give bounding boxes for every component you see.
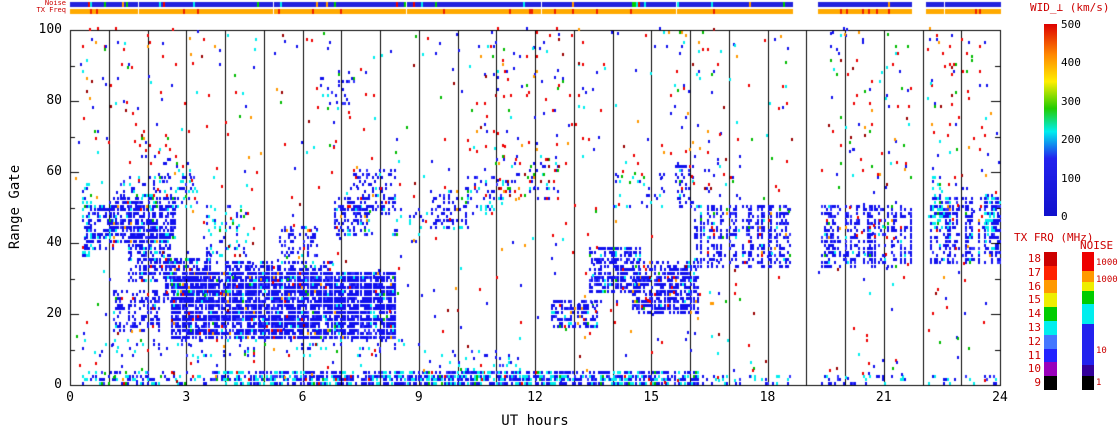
txfrq-tick-label: 17 — [1027, 265, 1041, 279]
y-axis-title: Range Gate — [7, 164, 23, 250]
noise-tick-label: 1000 — [1096, 274, 1118, 285]
txfreq-strip-label: TX Freq — [36, 6, 66, 14]
txfrq-colorbar-segment — [1044, 320, 1057, 335]
y-tick-label: 40 — [46, 235, 62, 250]
txfrq-colorbar-segment — [1044, 252, 1057, 266]
noise-colorbar-segment — [1082, 252, 1094, 272]
y-tick-label: 0 — [54, 377, 62, 392]
txfrq-colorbar-segment — [1044, 334, 1057, 349]
txfrq-tick-label: 16 — [1027, 279, 1041, 293]
wid-tick-label: 500 — [1061, 18, 1081, 31]
noise-colorbar-segment — [1082, 365, 1094, 377]
txfrq-colorbar-segment — [1044, 293, 1057, 308]
y-tick-label: 60 — [46, 164, 62, 179]
txfrq-colorbar-segment — [1044, 265, 1057, 280]
x-tick-label: 3 — [182, 390, 191, 405]
wid-tick-label: 300 — [1061, 94, 1081, 108]
noise-legend-title: NOISE — [1080, 239, 1114, 252]
y-tick-label: 100 — [38, 22, 62, 37]
wid-tick-label: 100 — [1061, 171, 1081, 185]
noise-colorbar-segment — [1082, 271, 1094, 283]
noise-colorbar-segment — [1082, 376, 1094, 390]
noise-colorbar-segment — [1082, 290, 1094, 305]
txfrq-tick-label: 15 — [1027, 293, 1041, 307]
txfrq-legend-title: TX FRQ (MHz) — [1014, 231, 1094, 244]
wid-legend-title: WID_⊥ (km/s) — [1030, 1, 1110, 14]
x-tick-label: 24 — [992, 390, 1008, 405]
x-tick-label: 9 — [414, 390, 423, 405]
txfrq-tick-label: 14 — [1027, 307, 1041, 321]
txfrq-tick-label: 9 — [1034, 376, 1041, 390]
x-tick-label: 0 — [66, 390, 74, 405]
noise-tick-label: 10 — [1096, 346, 1107, 357]
wid-tick-label: 200 — [1061, 133, 1081, 147]
noise-colorbar-segment — [1082, 304, 1094, 324]
txfrq-colorbar-segment — [1044, 376, 1057, 390]
noise-colorbar-segment — [1082, 323, 1094, 366]
noise-strip-label: Noise — [44, 0, 66, 7]
x-tick-label: 6 — [298, 390, 307, 405]
txfrq-tick-label: 11 — [1027, 348, 1041, 362]
wid-tick-label: 400 — [1061, 56, 1081, 70]
y-tick-label: 20 — [46, 306, 62, 321]
txfrq-colorbar-segment — [1044, 362, 1057, 377]
x-tick-label: 12 — [527, 390, 543, 405]
x-tick-label: 21 — [875, 390, 892, 405]
noise-colorbar — [1082, 252, 1094, 390]
x-tick-label: 18 — [759, 390, 776, 405]
wid-tick-label: 0 — [1061, 210, 1068, 223]
noise-colorbar-segment — [1082, 282, 1094, 291]
x-tick-label: 15 — [643, 390, 660, 405]
noise-tick-label: 10000 — [1096, 258, 1118, 269]
txfrq-tick-label: 10 — [1027, 362, 1041, 376]
txfrq-colorbar-segment — [1044, 307, 1057, 321]
x-axis-title: UT hours — [501, 413, 569, 429]
wid-colorbar — [1044, 24, 1057, 216]
y-tick-label: 80 — [46, 93, 62, 108]
txfrq-colorbar-segment — [1044, 279, 1057, 294]
txfrq-colorbar — [1044, 252, 1057, 390]
noise-tick-label: 1 — [1096, 378, 1102, 389]
txfrq-tick-label: 18 — [1027, 251, 1041, 265]
txfrq-tick-label: 12 — [1027, 334, 1041, 348]
txfrq-tick-label: 13 — [1027, 320, 1041, 334]
txfrq-colorbar-segment — [1044, 348, 1057, 363]
